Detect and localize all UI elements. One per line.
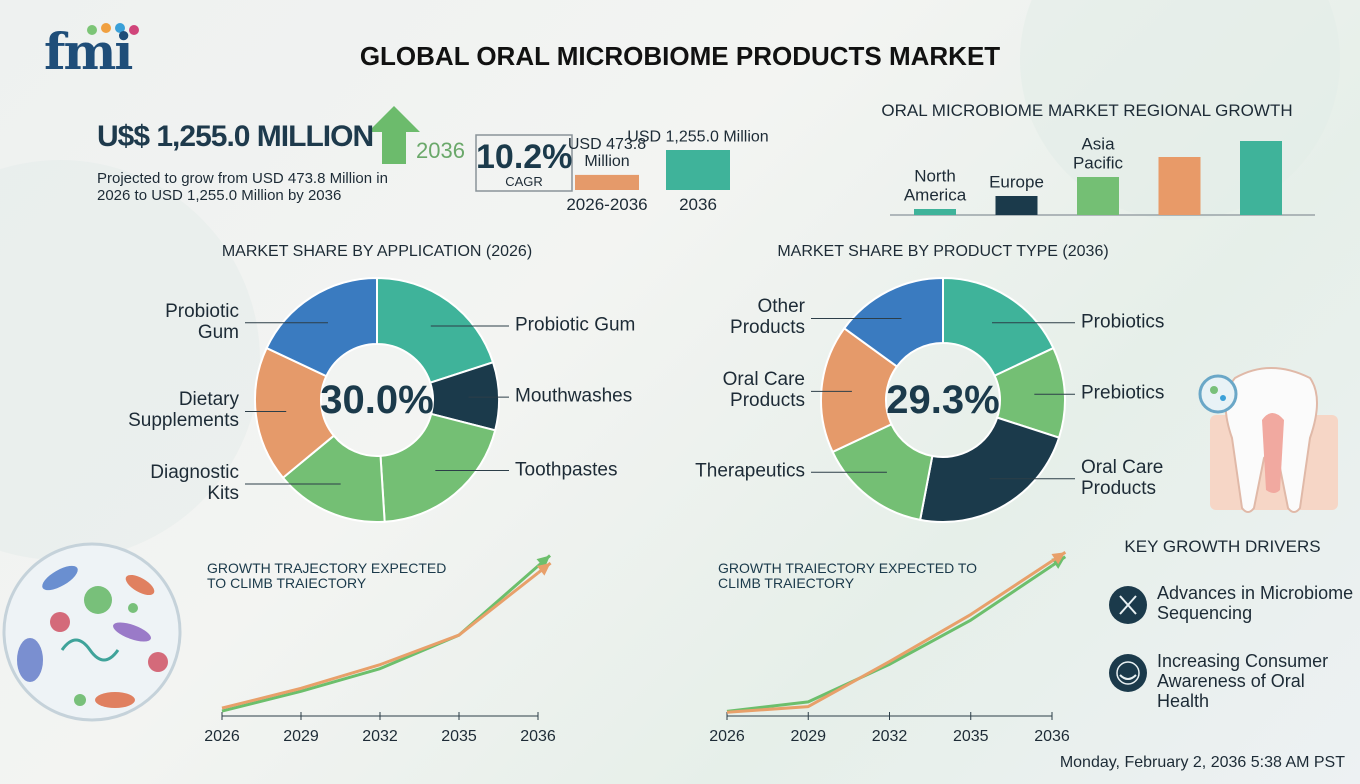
value-label: USD 473.8 Million [567, 135, 647, 171]
cagr-value: 10.2% [476, 138, 573, 176]
slice-label: Prebiotics [1081, 382, 1165, 404]
x-tick-label: 2036 [1034, 728, 1070, 745]
slice-label: Probiotic Gum [515, 314, 636, 336]
headline-year: 2036 [416, 138, 465, 163]
slice-label: Dietary Supplements [128, 389, 239, 432]
trend-line [221, 571, 539, 710]
x-tick-label: 2026 [204, 728, 240, 745]
logo-dot [129, 25, 139, 35]
driver-item: Advances in Microbiome Sequencing [1157, 583, 1354, 623]
drivers-title: KEY GROWTH DRIVERS [1124, 537, 1321, 556]
center-label: 30.0% [320, 378, 434, 422]
bar-label: North America [903, 166, 967, 205]
x-tick-label: 2026 [709, 728, 745, 745]
bar [1158, 157, 1201, 215]
logo-dot [87, 25, 97, 35]
slice-label: Other Products [730, 296, 805, 339]
trend-line [726, 559, 1053, 714]
driver-item: Increasing Consumer Awareness of Oral He… [1157, 651, 1329, 711]
logo-dot [115, 23, 125, 33]
donut-slice [376, 276, 495, 384]
bar-label: Europe [989, 172, 1044, 192]
x-tick-label: 2029 [283, 728, 319, 745]
donut-slice [265, 276, 378, 378]
trend-line [726, 564, 1053, 713]
x-tick-label: 2032 [362, 728, 398, 745]
page-title: GLOBAL ORAL MICROBIOME PRODUCTS MARKET [359, 41, 1001, 71]
bacteria-illustration [2, 542, 182, 722]
chart-title: GROWTH TRAIECTORY EXPECTED TO CLIMB TRAI… [718, 560, 978, 592]
arrow-head [536, 555, 551, 569]
headline-description: Projected to grow from USD 473.8 Million… [97, 170, 388, 204]
smile-glyph [1116, 661, 1140, 685]
logo: fmi [44, 22, 133, 81]
slice-label: Diagnostic Kits [150, 462, 239, 504]
bar [995, 196, 1038, 215]
bar [914, 209, 956, 215]
x-tick-label: 2035 [952, 728, 989, 745]
chart-title: MARKET SHARE BY APPLICATION (2026) [221, 243, 533, 260]
arrow-head [1051, 552, 1066, 565]
slice-label: Mouthwashes [515, 385, 633, 407]
donut-slice [918, 416, 1061, 523]
x-tick-label: 2026-2036 [566, 195, 648, 214]
bar [575, 174, 639, 190]
donut-slice [379, 412, 497, 523]
cagr-label: CAGR [505, 174, 543, 189]
bar [666, 150, 730, 190]
slice-label: Probiotics [1081, 311, 1165, 333]
slice-label: Probiotic Gum [165, 300, 239, 343]
donut-slice [842, 276, 944, 368]
x-tick-label: 2035 [441, 728, 477, 745]
chart-title: GROWTH TRAJECTORY EXPECTED TO CLIMB TRAI… [207, 560, 447, 592]
slice-label: Oral Care Products [722, 369, 805, 412]
arrow-head [536, 563, 551, 576]
bar-label: Asia Pacific [1072, 134, 1124, 173]
trend-line [221, 564, 539, 713]
cagr-box [475, 134, 573, 192]
donut-slice [820, 326, 899, 454]
slice-label: Therapeutics [695, 460, 805, 482]
slice-label: Oral Care Products [1081, 456, 1164, 499]
chart-title: MARKET SHARE BY PRODUCT TYPE (2036) [777, 243, 1109, 260]
x-tick-label: 2032 [871, 728, 908, 745]
headline-amount: U$$ 1,255.0 MILLION [97, 120, 374, 153]
bar [1077, 177, 1119, 215]
growth-arrow [368, 106, 420, 164]
bar [1240, 141, 1282, 215]
x-tick-label: 2036 [679, 195, 717, 214]
tooth-illustration [1198, 367, 1338, 513]
bg-blob [0, 160, 260, 560]
slice-label: Toothpastes [515, 459, 618, 481]
x-tick-label: 2036 [520, 728, 556, 745]
logo-dot [101, 23, 111, 33]
smile-glyph [1119, 674, 1137, 680]
dna-glyph [1119, 595, 1137, 615]
center-label: 29.3% [886, 378, 1000, 422]
value-label: USD 1,255.0 Million [627, 128, 769, 146]
chart-title: ORAL MICROBIOME MARKET REGIONAL GROWTH [881, 101, 1293, 120]
driver-icon [1109, 654, 1147, 692]
timestamp: Monday, February 2, 2036 5:38 AM PST [1059, 754, 1345, 771]
x-tick-label: 2029 [790, 728, 827, 745]
